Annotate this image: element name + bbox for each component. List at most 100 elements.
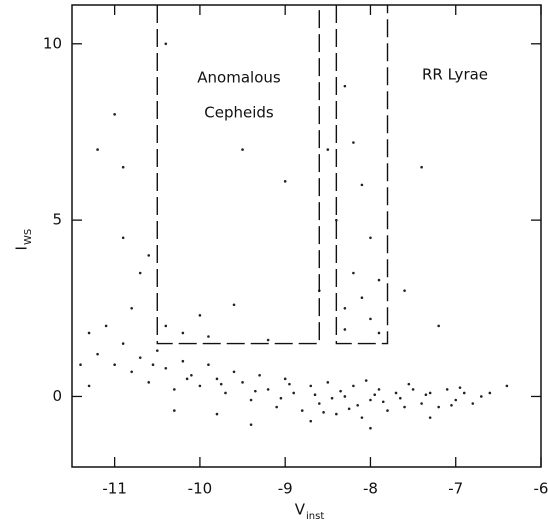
point: [381, 400, 385, 404]
x-axis-label: V: [295, 501, 306, 519]
point: [241, 148, 244, 151]
point: [424, 393, 428, 397]
x-tick-label: -8: [363, 480, 378, 498]
point: [190, 374, 193, 377]
point: [232, 303, 236, 307]
point: [155, 349, 159, 352]
point: [138, 271, 142, 275]
y-axis-label-group: I WS: [13, 229, 35, 251]
point: [428, 416, 432, 419]
point: [335, 218, 338, 222]
x-tick-label: -11: [102, 480, 127, 498]
point: [343, 395, 347, 398]
point: [403, 405, 406, 409]
point: [458, 386, 462, 389]
point: [279, 396, 283, 400]
point: [437, 324, 440, 328]
point: [266, 338, 270, 342]
point: [173, 409, 176, 412]
y-axis-label: I: [13, 246, 31, 250]
point: [343, 306, 347, 310]
point: [121, 236, 125, 240]
point: [394, 391, 398, 395]
point: [377, 331, 381, 335]
point: [241, 381, 244, 384]
point: [369, 236, 372, 240]
y-tick-label: 0: [52, 387, 62, 405]
point: [79, 363, 82, 367]
region-label: Anomalous: [197, 69, 281, 87]
point: [471, 402, 475, 405]
point: [249, 398, 253, 402]
x-tick-label: -6: [534, 480, 548, 498]
point: [356, 403, 359, 407]
point: [326, 148, 330, 151]
point: [317, 402, 321, 405]
point: [258, 374, 261, 377]
point: [224, 391, 227, 395]
point: [181, 331, 185, 335]
point: [96, 352, 99, 356]
point: [420, 165, 423, 169]
point: [339, 389, 342, 393]
point: [343, 84, 347, 88]
point: [283, 377, 287, 381]
plot-frame: [71, 4, 542, 468]
point: [309, 419, 313, 423]
point: [147, 381, 151, 384]
point: [373, 393, 377, 397]
point: [288, 382, 291, 386]
y-axis-label-sub: WS: [23, 229, 34, 245]
point: [198, 314, 202, 317]
point: [343, 328, 347, 331]
point: [428, 391, 432, 395]
point: [445, 388, 449, 391]
point: [300, 409, 304, 412]
point: [309, 384, 313, 388]
point: [104, 324, 108, 328]
point: [377, 388, 381, 391]
point: [377, 278, 381, 282]
point: [326, 381, 330, 384]
point: [352, 141, 355, 144]
point: [232, 370, 236, 374]
point: [352, 384, 355, 388]
point: [403, 289, 406, 292]
point: [369, 317, 372, 321]
x-axis-label-sub: inst: [306, 511, 324, 522]
point: [198, 384, 202, 388]
point: [360, 296, 364, 300]
point: [454, 398, 458, 402]
point: [407, 382, 411, 386]
point: [215, 377, 219, 381]
point: [254, 389, 257, 393]
point: [130, 370, 133, 374]
point: [386, 409, 389, 412]
y-tick-label: 5: [52, 211, 62, 229]
point: [164, 42, 168, 46]
point: [420, 402, 423, 405]
point: [96, 148, 99, 151]
point: [113, 113, 116, 116]
point: [488, 391, 492, 395]
point: [450, 403, 453, 407]
point: [399, 396, 402, 400]
point: [87, 384, 91, 388]
point: [369, 398, 372, 402]
point: [249, 423, 253, 426]
point: [207, 363, 210, 367]
point: [185, 377, 189, 381]
point: [411, 388, 415, 391]
point: [360, 416, 364, 419]
point: [219, 382, 223, 386]
y-tick-label: 10: [43, 34, 62, 52]
point: [292, 391, 296, 395]
point: [87, 331, 91, 335]
point: [121, 342, 125, 345]
point: [130, 306, 133, 310]
point: [335, 412, 338, 416]
point: [275, 405, 278, 409]
point: [352, 271, 355, 275]
point: [215, 412, 219, 416]
